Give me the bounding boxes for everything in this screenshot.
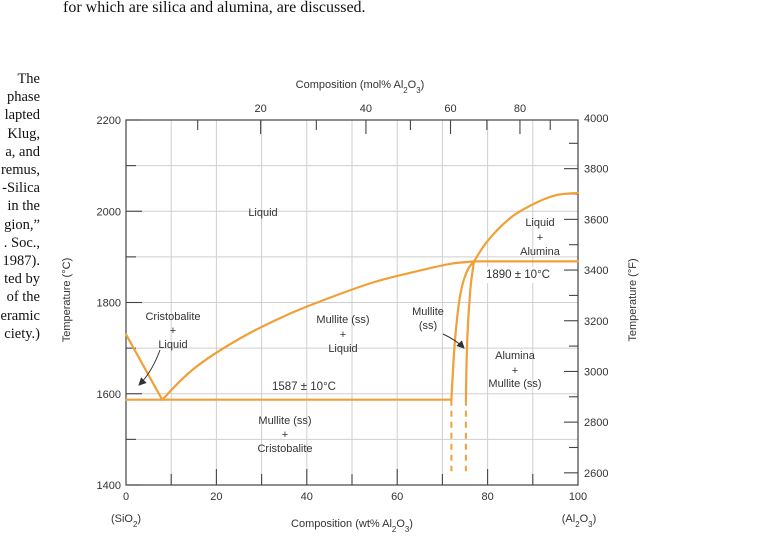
region-label-liquid-alumina: Liquid <box>525 217 554 229</box>
caption-line: . Soc., <box>3 234 40 251</box>
phase-line-liquidus-alumina <box>472 191 580 263</box>
caption-line: in the <box>7 198 40 215</box>
y-tick-label: 1400 <box>97 480 121 492</box>
right-tick-label: 2600 <box>584 468 608 480</box>
caption-line: Klug, <box>7 125 40 142</box>
region-label-cristobalite-liquid: Cristobalite <box>145 311 200 323</box>
phase-boundaries <box>124 191 580 472</box>
region-label-alumina-mullite: + <box>512 365 518 377</box>
top-axis-label: Composition (mol% Al2O3) <box>296 79 425 95</box>
top-tick-label: 40 <box>360 103 372 115</box>
phase-line-mullite-right-boundary <box>464 260 476 401</box>
region-label-alumina-mullite: Alumina <box>495 350 536 362</box>
region-label-alumina-mullite: Mullite (ss) <box>488 378 541 390</box>
y-tick-label: 1600 <box>97 389 121 401</box>
x-tick-label: 80 <box>481 491 493 503</box>
y-tick-label: 1800 <box>97 298 121 310</box>
eutectic-low-label: 1587 ± 10°C <box>272 381 336 393</box>
region-label-mullite-liquid: + <box>340 329 346 341</box>
caption-line: ted by <box>4 271 40 288</box>
x-end-label-left: (SiO2) <box>111 513 141 529</box>
caption-line: gion,” <box>4 216 40 233</box>
region-label-mullite-liquid: Mullite (ss) <box>316 314 369 326</box>
arrow-cristobalite-liquid <box>138 349 161 386</box>
eutectic-high-label: 1890 ± 10°C <box>486 269 550 281</box>
arrow-mullite-ss <box>442 333 465 349</box>
axis-labels: 1400 1600 1800 2000 2200 0 20 40 60 80 100 (SiO2) (A… <box>61 79 639 534</box>
region-label-mullite-liquid: Liquid <box>328 343 357 355</box>
region-labels: Liquid Liquid + Alumina Cristobalite + Liquid M… <box>145 207 560 455</box>
y-axis-label-left: Temperature (°C) <box>61 258 73 342</box>
region-label-cristobalite-liquid: + <box>170 325 176 337</box>
x-tick-label: 0 <box>123 491 129 503</box>
y-axis-label-right: Temperature (°F) <box>627 258 639 341</box>
phase-line-liquidus-mullite <box>161 260 476 401</box>
phase-line-liquidus-sio2 <box>124 333 164 401</box>
region-label-cristobalite-liquid: Liquid <box>158 339 187 351</box>
x-end-label-right: (Al2O3) <box>562 513 597 529</box>
caption-line: of the <box>6 289 40 306</box>
top-tick-label: 60 <box>444 103 456 115</box>
caption-line: eramic <box>0 307 40 324</box>
region-label-mullite-ss: (ss) <box>419 320 437 332</box>
intro-text: for which are silica and alumina, are di… <box>63 0 366 16</box>
eutectic-high-label-bg <box>482 267 554 283</box>
caption-line: remus, <box>0 162 40 179</box>
y-tick-label: 2200 <box>97 115 121 127</box>
caption-line: ciety.) <box>4 325 40 342</box>
region-label-liquid: Liquid <box>248 207 277 219</box>
y-tick-label: 2000 <box>97 206 121 218</box>
region-label-mullite-ss: Mullite <box>412 306 444 318</box>
right-tick-label: 3000 <box>584 366 608 378</box>
right-tick-label: 3600 <box>584 214 608 226</box>
x-tick-label: 20 <box>210 491 222 503</box>
caption-line: The <box>17 71 40 87</box>
label-arrows <box>138 333 465 386</box>
region-label-mullite-cristobalite: + <box>282 429 288 441</box>
right-tick-label: 3400 <box>584 265 608 277</box>
x-tick-label: 100 <box>569 491 587 503</box>
x-axis-label: Composition (wt% Al2O3) <box>291 518 413 534</box>
right-tick-label: 3200 <box>584 316 608 328</box>
right-tick-label: 2800 <box>584 417 608 429</box>
caption-line: lapted <box>4 107 40 124</box>
figure-caption: The phase lapted Klug, a, and remus, -Silica in… <box>0 70 40 343</box>
region-label-liquid-alumina: Alumina <box>520 246 561 258</box>
x-tick-label: 40 <box>301 491 313 503</box>
top-tick-label: 80 <box>514 103 526 115</box>
region-label-mullite-cristobalite: Mullite (ss) <box>258 415 311 427</box>
caption-line: phase <box>6 89 40 106</box>
right-tick-label: 4000 <box>584 113 608 125</box>
caption-line: -Silica <box>2 180 40 197</box>
region-label-liquid-alumina: + <box>537 232 543 244</box>
axis-ticks <box>126 119 578 486</box>
right-tick-label: 3800 <box>584 164 608 176</box>
x-tick-label: 60 <box>391 491 403 503</box>
top-tick-label: 20 <box>255 103 267 115</box>
grid-lines <box>126 120 578 485</box>
phase-line-mullite-left-boundary <box>450 260 476 401</box>
caption-line: 1987). <box>2 253 40 270</box>
caption-line: a, and <box>5 143 40 160</box>
region-label-mullite-cristobalite: Cristobalite <box>257 443 312 455</box>
